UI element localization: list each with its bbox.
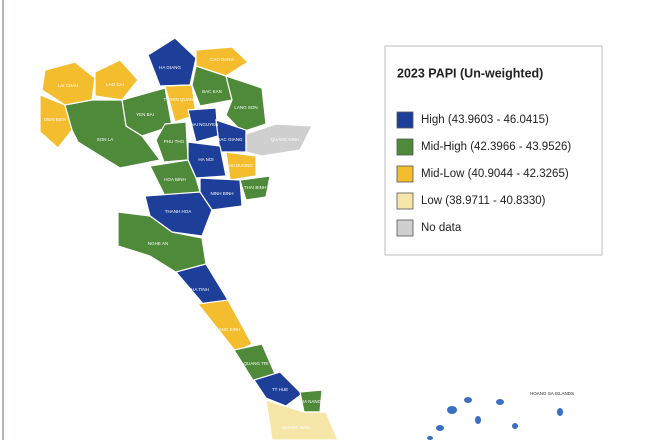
island [427,436,433,440]
province [147,37,197,87]
legend-box [384,45,603,256]
province [253,371,303,407]
legend-items: High (43.9603 - 46.0415) Mid-High (42.396… [396,111,571,237]
islands-label: HOANG SA ISLANDS [530,391,574,396]
province-label: LANG SON [234,105,257,110]
island [464,397,472,403]
province [155,121,189,163]
province-label: HA NOI [198,157,213,162]
province-label: YEN BAI [136,112,154,117]
island [475,416,481,424]
province-label: BAC KAN [202,89,222,94]
province-label: NGHE AN [148,241,168,246]
province [196,299,253,353]
island [436,425,444,431]
island [557,408,563,416]
legend-swatch [396,111,414,129]
province-label: LAI CHAU [58,83,79,88]
province [215,119,247,153]
province [187,141,227,179]
province [94,59,139,101]
legend-swatch [396,165,414,183]
province-label: LAO CAI [106,82,124,87]
island [512,423,518,429]
islands [427,397,563,440]
province-label: THANH HOA [165,209,192,214]
province [225,75,267,133]
province-label: THAI NGUYEN [188,122,219,127]
legend-label: Mid-Low (40.9044 - 42.3265) [421,168,569,180]
legend-swatch [396,192,414,210]
province-label: QUANG TRI [244,361,269,366]
legend-label: High (43.9603 - 46.0415) [421,114,549,126]
province-label: CAO BANG [210,57,234,62]
province [265,399,339,440]
province-label: SON LA [97,137,114,142]
province-label: TUYEN QUANG [163,97,197,102]
legend-swatch [396,219,414,237]
province-labels: HA GIANG CAO BANG LAO CAI LAI CHAU TUYEN QUA… [44,57,322,430]
island [496,399,504,405]
legend-label: Mid-High (42.3966 - 43.9526) [421,141,571,153]
province [149,159,201,199]
legend-label: No data [421,222,462,234]
legend-title: 2023 PAPI (Un-weighted) [397,66,543,80]
province-label: BAC GIANG [217,137,243,142]
province-label: HA TINH [191,287,209,292]
province-label: QUANG NINH [271,137,300,142]
province-label: TT HUE [272,387,288,392]
provinces [39,37,339,440]
legend-label: Low (38.9711 - 40.8330) [421,195,546,207]
province-label: HA GIANG [159,65,181,70]
island [447,406,457,414]
province [195,46,249,77]
province [199,177,243,211]
province-label: HOA BINH [164,177,186,182]
province [225,151,257,181]
province [39,94,73,149]
province-label: DA NANG [301,399,322,404]
province [245,123,313,157]
province [64,99,162,169]
province-label: HAI DUONG [227,163,253,168]
legend-swatch [396,138,414,156]
province-label: QUANG NAM [282,425,310,430]
province-label: NINH BINH [210,191,233,196]
province [191,65,233,107]
province-label: QUANG BINH [212,327,241,332]
province-label: THAI BINH [244,185,266,190]
province-label: PHU THO [164,139,185,144]
province-label: DIEN BIEN [44,117,67,122]
province [239,175,271,201]
